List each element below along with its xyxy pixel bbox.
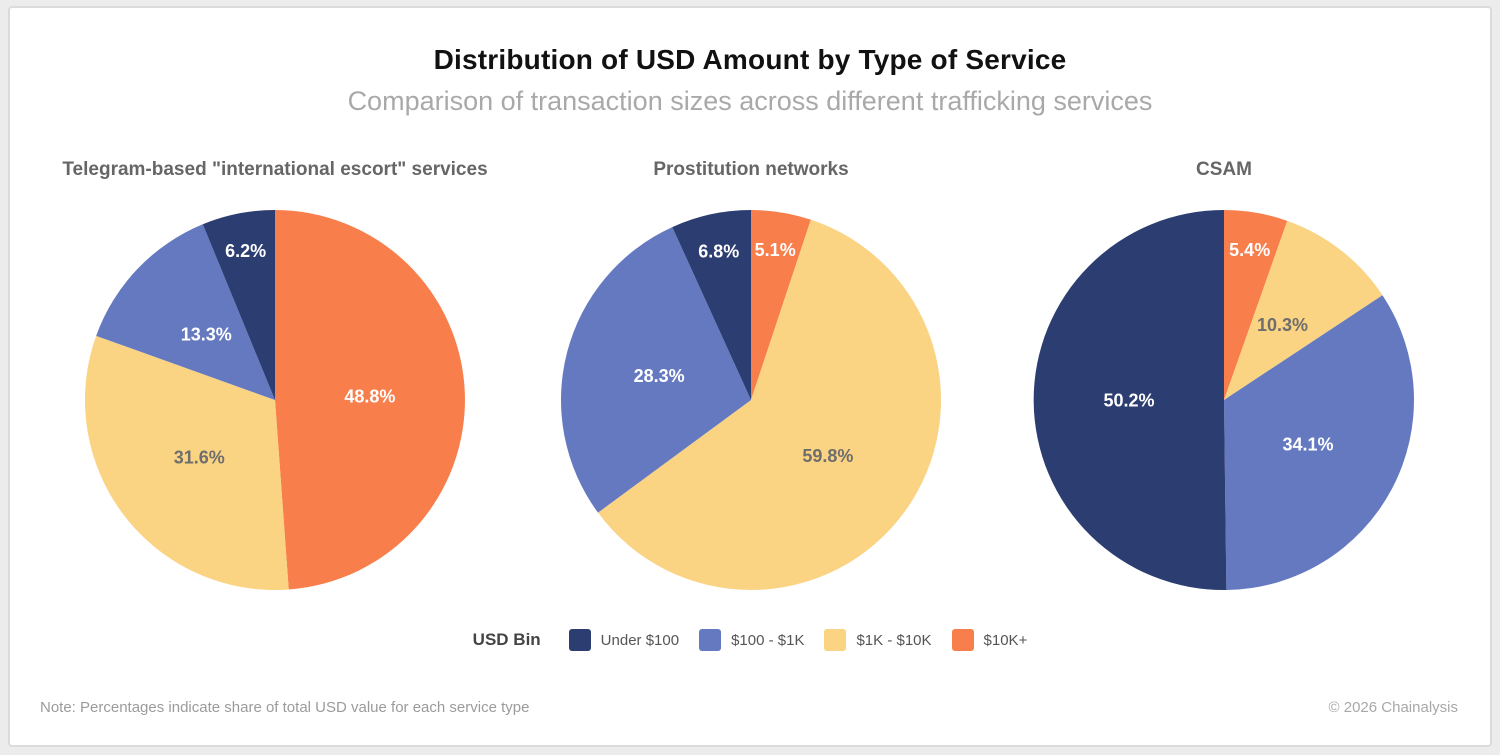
pie-percent-label: 10.3% (1257, 315, 1308, 335)
pie-slice (1224, 220, 1383, 400)
pie-percent-label: 28.3% (634, 366, 685, 386)
legend-item-10k-plus: $10K+ (951, 629, 1028, 651)
pie-title-prostitution: Prostitution networks (653, 159, 849, 180)
page-subtitle: Comparison of transaction sizes across d… (347, 86, 1153, 116)
pie-slice (751, 210, 811, 400)
pie-percent-label: 6.2% (225, 241, 266, 261)
pie-slice (672, 210, 751, 400)
pie-percent-label: 31.6% (174, 447, 225, 467)
legend-item-100-1k: $100 - $1K (699, 629, 804, 651)
legend: USD Bin Under $100 $100 - $1K $1K - $10K… (0, 629, 1500, 651)
footer-copyright: © 2026 Chainalysis (1328, 699, 1458, 716)
footer-note: Note: Percentages indicate share of tota… (40, 699, 530, 716)
pie-slice (1033, 209, 1227, 590)
legend-item-label: $10K+ (983, 631, 1028, 649)
pie-slice (84, 335, 289, 590)
pie-slice (561, 227, 751, 513)
pie-chart-csam: 5.4% 10.3% 34.1% 50.2% (1033, 209, 1414, 590)
pie-chart-prostitution: 5.1% 59.8% 28.3% 6.8% (561, 210, 941, 590)
pie-slice (202, 210, 275, 400)
pie-slice (1224, 210, 1288, 400)
legend-item-label: $100 - $1K (731, 631, 805, 649)
pie-percent-label: 6.8% (698, 242, 739, 262)
legend-swatch-100-1k (699, 629, 722, 651)
pie-slice (597, 219, 941, 590)
pie-percent-label: 48.8% (344, 387, 395, 407)
legend-item-label: $1K - $10K (856, 631, 932, 649)
pie-slice (96, 224, 276, 400)
legend-title: USD Bin (472, 630, 541, 649)
legend-item-under-100: Under $100 (568, 629, 680, 651)
pie-percent-label: 5.1% (755, 240, 796, 260)
pie-slice (275, 210, 465, 590)
pie-chart-telegram: 48.8% 31.6% 13.3% 6.2% (84, 210, 465, 590)
pie-percent-label: 5.4% (1229, 240, 1270, 260)
pie-percent-label: 50.2% (1103, 391, 1154, 411)
pie-percent-label: 13.3% (181, 324, 232, 344)
pie-slice (1224, 295, 1414, 590)
legend-swatch-1k-10k (824, 629, 847, 651)
pie-percent-label: 34.1% (1282, 435, 1333, 455)
pie-percent-label: 59.8% (802, 446, 853, 466)
page-title: Distribution of USD Amount by Type of Se… (433, 44, 1067, 75)
legend-swatch-under-100 (568, 629, 591, 651)
pie-title-csam: CSAM (1196, 159, 1252, 180)
pie-title-telegram: Telegram-based "international escort" se… (62, 159, 488, 180)
legend-swatch-10k-plus (951, 629, 974, 651)
legend-item-1k-10k: $1K - $10K (824, 629, 932, 651)
legend-item-label: Under $100 (600, 631, 680, 649)
